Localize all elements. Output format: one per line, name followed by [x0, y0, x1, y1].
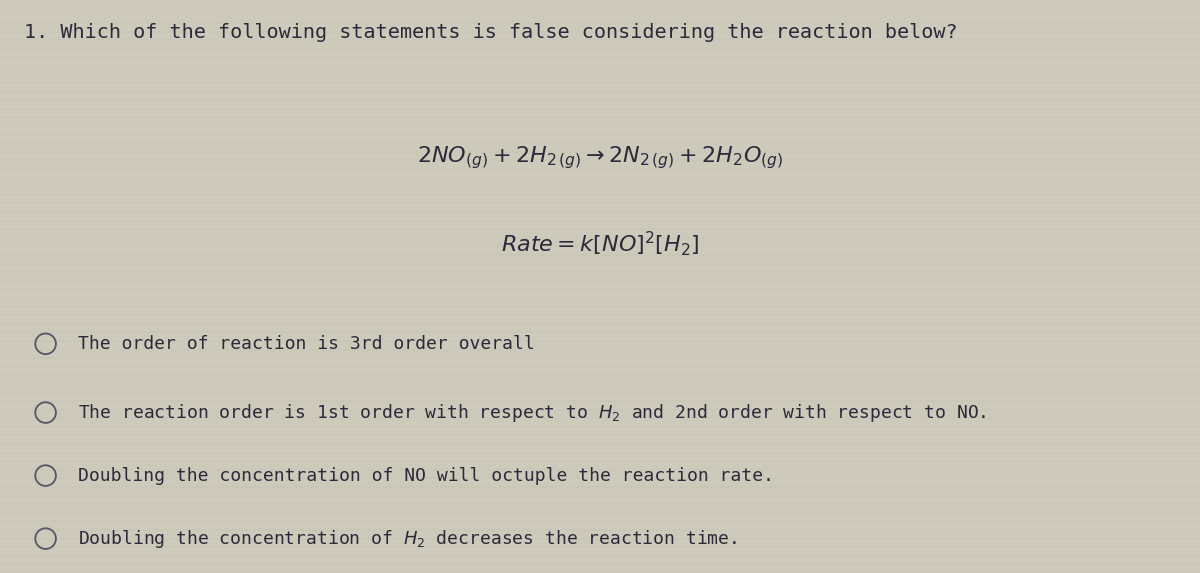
Text: The reaction order is 1st order with respect to $H_2$ and 2nd order with respect: The reaction order is 1st order with res…: [78, 402, 986, 423]
Text: Doubling the concentration of NO will octuple the reaction rate.: Doubling the concentration of NO will oc…: [78, 466, 774, 485]
Text: $Rate = k[NO]^2[H_2]$: $Rate = k[NO]^2[H_2]$: [500, 229, 700, 258]
Text: Doubling the concentration of $H_2$ decreases the reaction time.: Doubling the concentration of $H_2$ decr…: [78, 528, 737, 550]
Text: $2NO_{(g)} + 2H_{2\,(g)} \rightarrow 2N_{2\,(g)} + 2H_2O_{(g)}$: $2NO_{(g)} + 2H_{2\,(g)} \rightarrow 2N_…: [416, 144, 784, 171]
Text: 1. Which of the following statements is false considering the reaction below?: 1. Which of the following statements is …: [24, 23, 958, 42]
Text: The order of reaction is 3rd order overall: The order of reaction is 3rd order overa…: [78, 335, 535, 353]
